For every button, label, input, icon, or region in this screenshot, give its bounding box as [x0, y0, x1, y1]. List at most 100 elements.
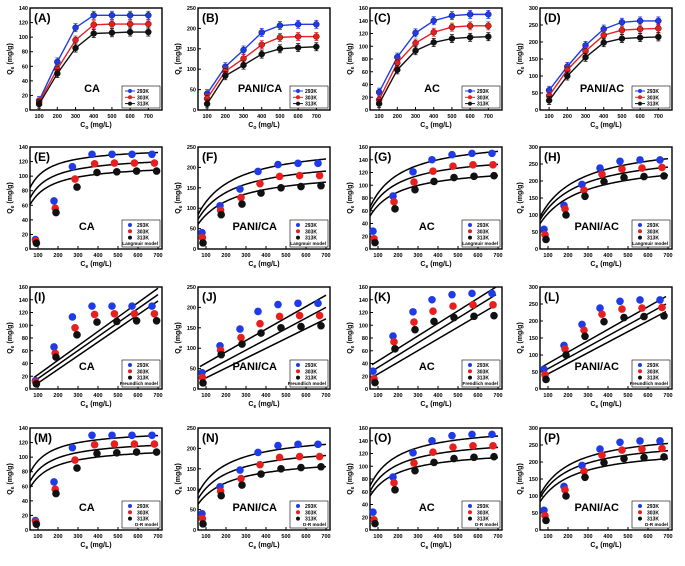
data-point-313K [93, 318, 101, 326]
x-tick-label: 500 [453, 393, 462, 399]
data-point-293K [148, 302, 156, 310]
y-tick-label: 150 [529, 57, 538, 63]
x-tick-label: 400 [93, 534, 102, 540]
fit-line-303K [371, 294, 497, 372]
y-tick-label: 250 [529, 23, 538, 29]
y-tick-label: 160 [359, 145, 368, 151]
x-tick-label: 100 [201, 393, 210, 399]
data-point-293K [468, 430, 476, 439]
y-tick-label: 140 [19, 426, 28, 432]
data-point-313K [620, 454, 628, 463]
fit-line-293K [541, 295, 667, 368]
data-point-293K [409, 308, 417, 316]
data-point-313K [600, 39, 607, 46]
panel-title: (C) [374, 11, 391, 25]
data-point-293K [636, 17, 644, 25]
data-point-303K [466, 22, 474, 30]
fit-line-313K [199, 318, 327, 382]
data-point-293K [466, 11, 474, 18]
data-point-313K [430, 177, 438, 186]
x-tick-label: 600 [294, 114, 303, 120]
fit-curve-303K [198, 170, 327, 220]
data-point-313K [152, 167, 161, 175]
panel-B: 100 200 300 400 500 600 700 0 50 100 150 200 250 Co (… [175, 6, 331, 131]
data-point-313K [52, 489, 60, 498]
x-tick-label: 400 [261, 534, 270, 540]
panel-H: 100 200 300 400 500 600 700 0 50 100 150 200 250 300 C… [517, 145, 673, 270]
panel-P: 100 200 300 400 500 600 700 0 50 100 150 200 250 300 C… [517, 426, 673, 551]
panel-J: 100 200 300 400 500 600 700 0 50 100 150 200 250 Ce (… [175, 285, 331, 410]
data-point-293K [314, 299, 322, 308]
y-tick-label: 160 [19, 285, 28, 291]
data-point-303K [618, 305, 626, 313]
y-tick-label: 100 [187, 346, 196, 352]
legend-marker [128, 229, 132, 234]
data-point-313K [238, 200, 246, 208]
data-point-303K [469, 301, 477, 309]
data-point-313K [448, 35, 456, 42]
legend-label: 293K [477, 89, 489, 95]
data-point-303K [394, 59, 401, 67]
x-tick-label: 700 [493, 393, 502, 399]
y-tick-label: 100 [359, 323, 368, 329]
data-point-313K [152, 448, 161, 456]
x-tick-label: 600 [133, 393, 142, 399]
y-tick-label: 250 [187, 285, 196, 291]
data-point-313K [240, 61, 247, 69]
data-point-303K [618, 446, 626, 454]
x-tick-label: 300 [241, 393, 250, 399]
x-tick-label: 400 [93, 393, 102, 399]
x-tick-label: 500 [281, 393, 290, 399]
y-tick-label: 50 [532, 370, 538, 376]
data-point-313K [542, 375, 550, 384]
x-tick-label: 400 [603, 393, 612, 399]
panel-title: (P) [544, 431, 560, 445]
data-point-293K [54, 58, 61, 66]
data-point-313K [562, 351, 570, 359]
x-tick-label: 700 [144, 114, 153, 120]
y-tick-label: 160 [359, 285, 368, 291]
x-tick-label: 300 [411, 114, 420, 120]
x-tick-label: 400 [433, 253, 442, 259]
legend-marker [638, 363, 642, 367]
x-tick-label: 400 [433, 393, 442, 399]
material-label: PANI/CA [233, 221, 277, 233]
x-tick-label: 700 [663, 393, 672, 399]
panel-title: (B) [202, 11, 219, 25]
data-point-293K [128, 431, 136, 440]
x-tick-label: 300 [73, 253, 82, 259]
data-point-293K [50, 197, 58, 205]
legend-marker [296, 95, 300, 100]
x-tick-label: 600 [636, 114, 645, 120]
data-point-303K [130, 440, 139, 448]
data-point-293K [656, 156, 664, 164]
data-point-303K [315, 452, 324, 461]
x-tick-label: 100 [543, 253, 552, 259]
legend-label: 303K [647, 510, 659, 516]
data-point-313K [145, 28, 152, 36]
fit-curve-293K [198, 158, 327, 215]
data-point-293K [240, 46, 247, 54]
legend-label: 303K [647, 369, 659, 375]
data-point-313K [371, 238, 379, 247]
data-point-293K [72, 24, 79, 31]
panel-title: (I) [34, 290, 45, 304]
data-point-313K [581, 473, 589, 482]
x-tick-label: 100 [201, 253, 210, 259]
data-point-293K [88, 302, 96, 310]
data-point-303K [469, 161, 477, 169]
data-point-303K [110, 309, 119, 318]
x-axis-label: Ce (mg/L) [80, 261, 111, 270]
legend-label: 303K [477, 369, 489, 375]
data-point-313K [620, 313, 628, 322]
data-point-313K [152, 316, 161, 325]
data-point-303K [145, 20, 152, 28]
data-point-313K [317, 462, 325, 471]
material-label: PANI/AC [580, 83, 624, 95]
legend-model-label: Freundlich model [288, 381, 326, 386]
fit-line-313K [541, 310, 667, 378]
y-tick-label: 120 [19, 160, 28, 166]
data-point-293K [90, 12, 97, 19]
data-point-293K [254, 167, 262, 176]
